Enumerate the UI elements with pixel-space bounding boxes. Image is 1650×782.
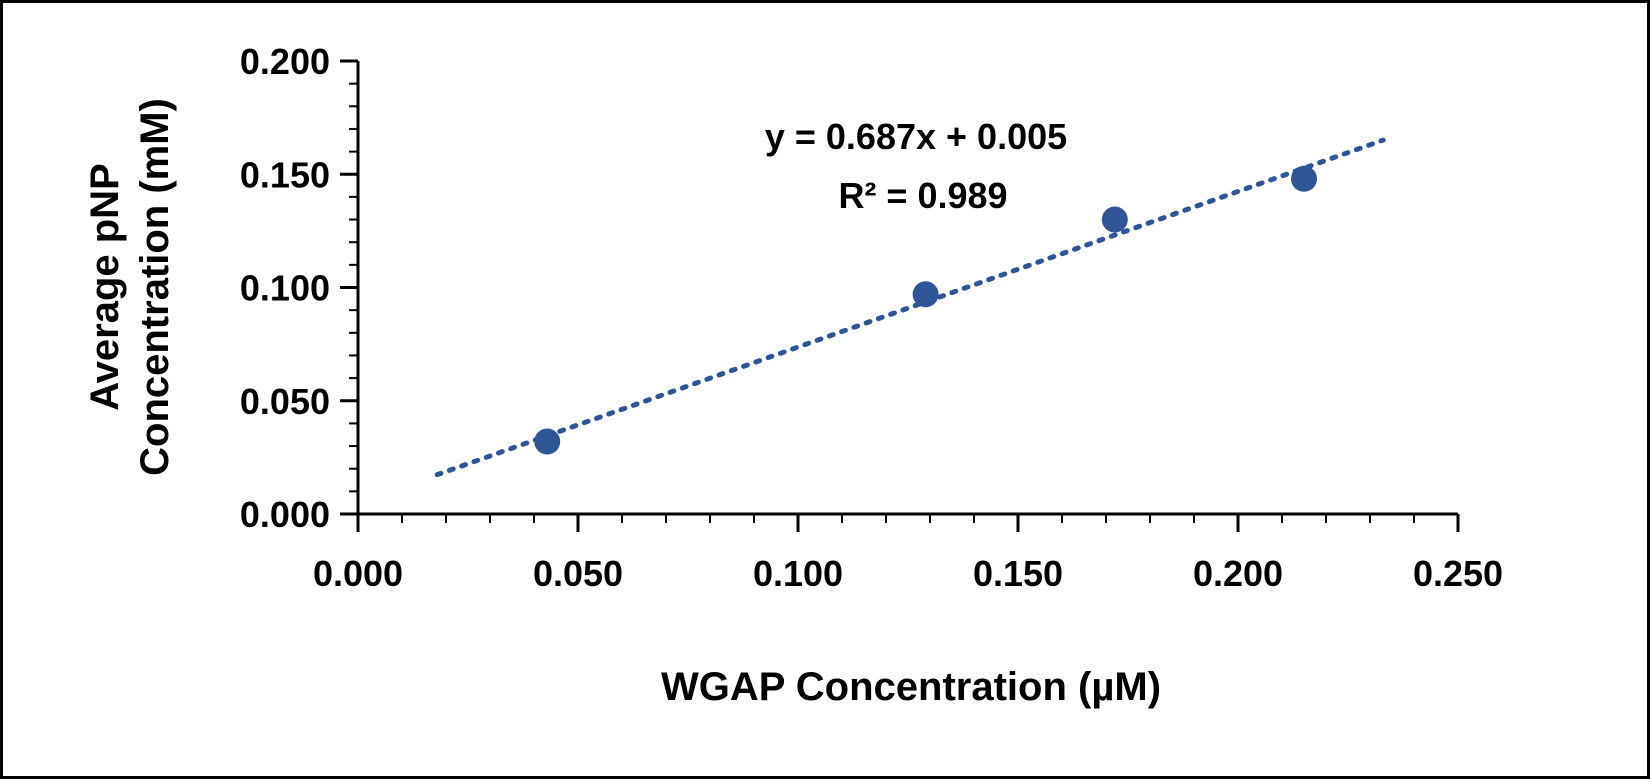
x-tick-label: 0.100 xyxy=(753,553,843,594)
y-tick-label: 0.150 xyxy=(240,154,330,195)
data-point xyxy=(534,428,561,455)
major-ticks xyxy=(340,59,1460,532)
x-tick-label: 0.050 xyxy=(533,553,623,594)
y-tick-label: 0.050 xyxy=(240,381,330,422)
x-tick-label: 0.000 xyxy=(313,553,403,594)
data-point xyxy=(1101,206,1128,233)
y-tick-label: 0.200 xyxy=(240,41,330,82)
y-tick-label: 0.000 xyxy=(240,494,330,535)
data-point xyxy=(1291,165,1317,192)
x-axis-title: WGAP Concentration (µM) xyxy=(661,665,1161,709)
y-tick-label: 0.100 xyxy=(240,268,330,309)
y-axis-title-line-2: Concentration (mM) xyxy=(133,98,177,476)
data-points xyxy=(534,165,1317,455)
r-squared-label: R² = 0.989 xyxy=(838,175,1007,216)
y-tick-labels: 0.000 0.050 0.100 0.150 0.200 xyxy=(240,41,330,535)
scatter-chart: 0.000 0.050 0.100 0.150 0.200 0.000 0.050 0.10… xyxy=(83,41,1503,709)
x-tick-label: 0.200 xyxy=(1193,553,1283,594)
y-axis-title-line-1: Average pNP xyxy=(83,163,127,411)
x-tick-labels: 0.000 0.050 0.100 0.150 0.200 0.250 xyxy=(313,553,1503,594)
x-tick-label: 0.150 xyxy=(973,553,1063,594)
data-point xyxy=(912,281,939,308)
trendline xyxy=(434,137,1386,478)
trendline-equation: y = 0.687x + 0.005 xyxy=(765,116,1067,157)
x-tick-label: 0.250 xyxy=(1413,553,1503,594)
